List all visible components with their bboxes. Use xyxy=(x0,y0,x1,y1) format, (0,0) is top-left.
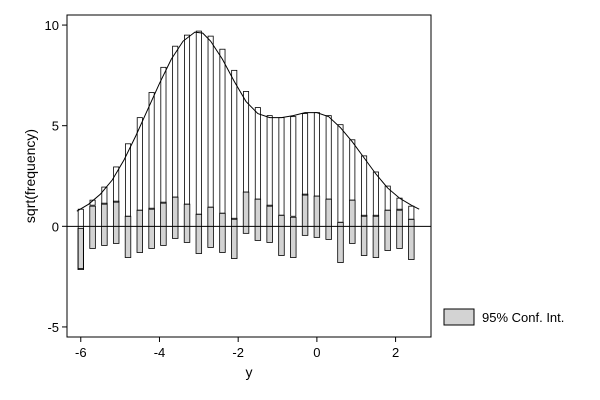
y-tick-label: -5 xyxy=(47,320,59,335)
ci-box xyxy=(313,195,321,238)
ci-box xyxy=(290,216,297,258)
ci-box xyxy=(160,201,167,246)
hanging-bar xyxy=(172,45,179,198)
ci-box xyxy=(136,209,143,253)
ci-box xyxy=(384,209,391,251)
y-tick-label: 5 xyxy=(52,119,59,134)
ci-box xyxy=(408,218,415,260)
ci-box xyxy=(372,214,380,258)
legend-swatch-ci xyxy=(443,308,475,326)
hanging-bar xyxy=(148,92,155,210)
legend: 95% Conf. Int. xyxy=(443,308,564,326)
ci-box xyxy=(172,196,179,239)
y-axis-title: sqrt(frequency) xyxy=(22,129,38,223)
ci-box xyxy=(101,202,108,246)
ci-box xyxy=(396,208,403,249)
hanging-bar xyxy=(337,124,344,223)
hanging-bar xyxy=(384,185,391,211)
ci-box xyxy=(112,200,120,244)
hanging-bar xyxy=(361,155,368,217)
x-axis-title: y xyxy=(246,364,253,380)
hanging-bar xyxy=(195,30,202,215)
ci-box xyxy=(325,198,332,240)
y-tick-label: 0 xyxy=(52,219,59,234)
hanging-bar xyxy=(408,205,415,220)
hanging-bar xyxy=(254,107,261,200)
ci-box xyxy=(77,227,84,270)
ci-box xyxy=(219,212,226,253)
x-axis: -6 -4 -2 0 2 xyxy=(75,337,399,360)
hanging-bar xyxy=(372,171,379,217)
expected-curve xyxy=(76,31,420,212)
hanging-bar xyxy=(266,115,273,207)
x-tick-label: 0 xyxy=(313,345,320,360)
hanging-bar xyxy=(231,69,238,220)
ci-box xyxy=(266,204,273,243)
hanging-bar xyxy=(101,186,108,205)
legend-label-ci: 95% Conf. Int. xyxy=(482,310,564,325)
ci-box xyxy=(360,214,368,256)
x-tick-label: -4 xyxy=(154,345,166,360)
hanging-bar xyxy=(113,166,120,203)
hanging-bar xyxy=(325,115,332,200)
ci-box xyxy=(278,214,285,256)
ci-box xyxy=(242,191,250,234)
ci-box xyxy=(148,207,155,249)
ci-box xyxy=(195,213,203,254)
hanging-bar xyxy=(124,143,131,217)
hanging-bar xyxy=(160,66,167,204)
ci-box xyxy=(124,215,132,258)
hanging-bars-layer xyxy=(77,30,415,269)
plot-frame xyxy=(66,14,432,338)
hanging-bar xyxy=(302,113,309,196)
hanging-bar xyxy=(207,35,214,208)
ci-box xyxy=(207,206,214,248)
ci-box xyxy=(337,221,344,263)
x-tick-label: -6 xyxy=(75,345,87,360)
y-tick-label: 10 xyxy=(45,18,59,33)
y-axis: -5 0 5 10 xyxy=(45,18,67,335)
x-tick-label: 2 xyxy=(392,345,399,360)
hanging-bar xyxy=(290,116,297,217)
ci-box xyxy=(254,198,262,241)
ci-box xyxy=(349,199,356,244)
ci-box xyxy=(183,203,191,243)
hanging-bar xyxy=(136,117,143,211)
ci-box xyxy=(301,193,309,236)
ci-box xyxy=(89,205,96,249)
hanging-bar xyxy=(243,91,250,193)
hanging-bar xyxy=(219,48,226,214)
hanging-bar xyxy=(184,34,191,205)
ci-box xyxy=(231,217,238,259)
x-tick-label: -2 xyxy=(232,345,244,360)
hanging-bar xyxy=(349,139,356,201)
